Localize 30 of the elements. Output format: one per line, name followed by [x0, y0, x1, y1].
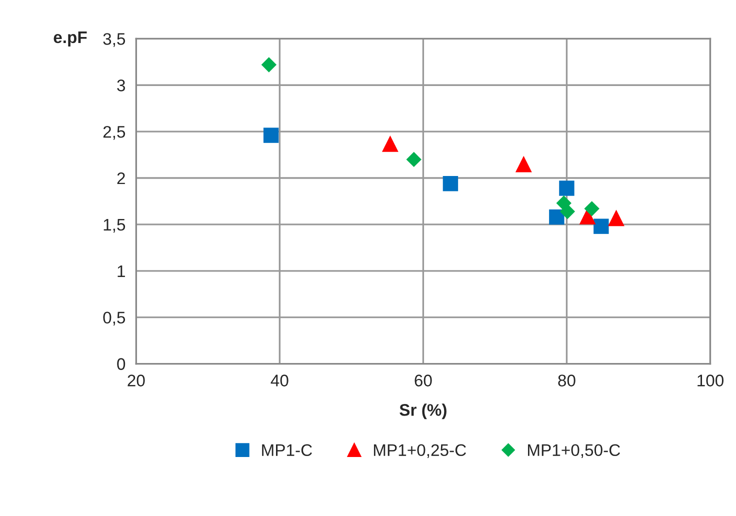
point: [515, 156, 532, 172]
point: [442, 176, 458, 192]
y-tick-label: 3,5: [103, 33, 126, 47]
point: [608, 210, 624, 226]
point: [406, 152, 422, 168]
y-tick-label: 0: [117, 358, 126, 370]
point: [559, 180, 574, 196]
x-axis-title: Sr (%): [400, 404, 446, 420]
y-tick-label: 1,5: [104, 219, 126, 233]
y-tick-label: 0,5: [103, 312, 126, 326]
point: [263, 128, 279, 143]
legend-label: MP1-C: [262, 444, 312, 456]
point: [382, 135, 398, 152]
x-tick-label: 60: [414, 374, 432, 386]
x-tick-label: 100: [698, 374, 724, 386]
x-tick-label: 80: [558, 374, 576, 386]
point: [584, 201, 600, 216]
point: [594, 218, 609, 234]
y-tick-label: 3: [117, 80, 126, 92]
x-tick-label: 20: [128, 374, 145, 386]
point: [261, 57, 277, 72]
y-tick-label: 2,5: [103, 126, 126, 140]
y-tick-label: 1: [118, 265, 125, 277]
point: [549, 209, 564, 225]
legend-label: MP1+0,50-C: [528, 444, 620, 458]
legend-label: MP1+0,25-C: [374, 444, 466, 458]
point: [560, 204, 576, 220]
y-tick-label: 2: [117, 172, 125, 184]
y-axis-title: e.pF: [54, 32, 87, 46]
x-tick-label: 40: [270, 374, 288, 386]
